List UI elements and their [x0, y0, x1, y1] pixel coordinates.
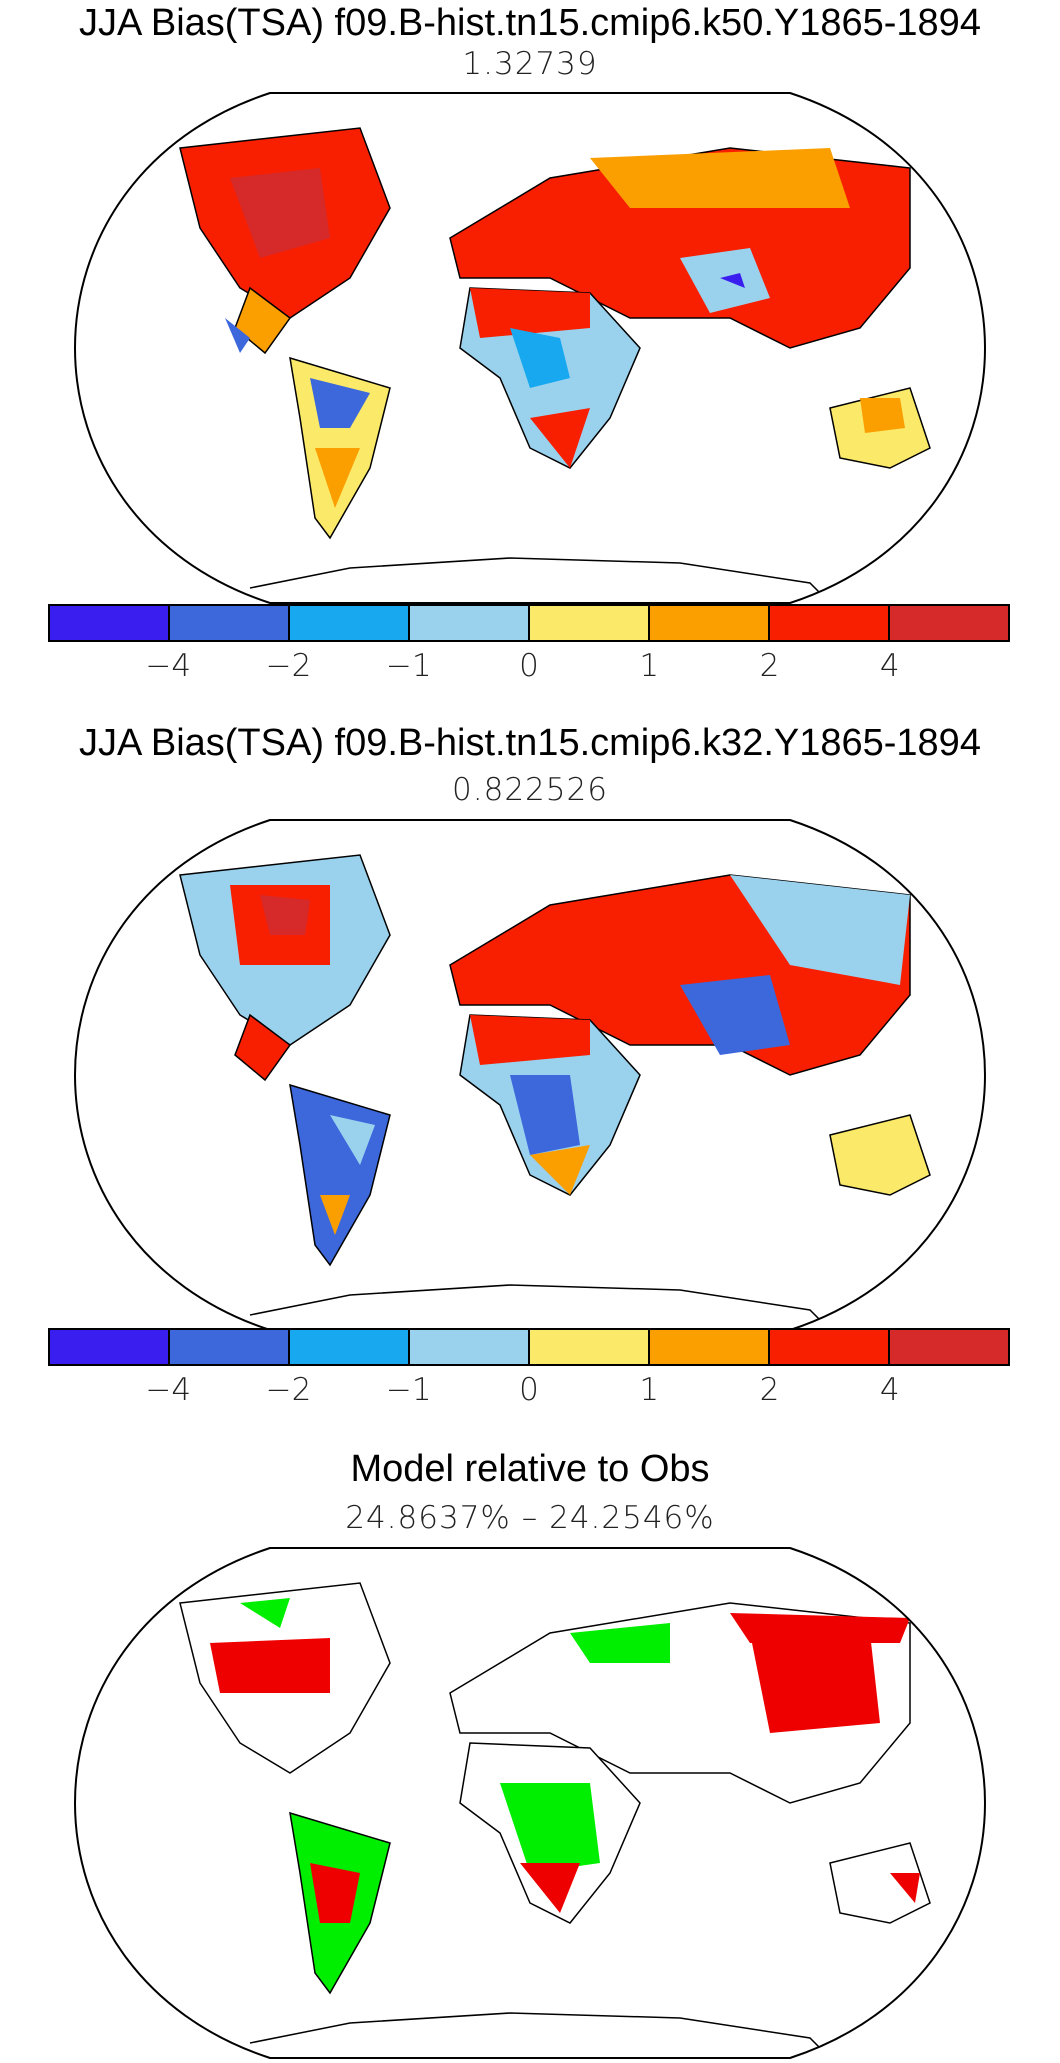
colorbar-tick: 1: [639, 1372, 660, 1408]
colorbar-tick: 0: [519, 648, 539, 684]
panel-2-global-mean: 0.822526: [452, 772, 608, 808]
colorbar-swatch: [650, 606, 770, 640]
panel-1-global-mean: 1.32739: [462, 46, 598, 82]
panel-3-percentages: 24.8637% – 24.2546%: [345, 1500, 715, 1536]
colorbar-1: [48, 604, 1010, 642]
colorbar-swatch: [770, 606, 890, 640]
colorbar-tick: 2: [759, 1372, 780, 1408]
colorbar-swatch: [50, 606, 170, 640]
colorbar-tick: −2: [265, 1372, 312, 1408]
colorbar-tick: −4: [145, 648, 192, 684]
colorbar-swatch: [530, 606, 650, 640]
colorbar-tick: −2: [265, 648, 312, 684]
relative-map: [74, 1547, 986, 2059]
colorbar-tick: −4: [145, 1372, 192, 1408]
panel-2-title: JJA Bias(TSA) f09.B-hist.tn15.cmip6.k32.…: [79, 722, 981, 764]
colorbar-tick: 1: [639, 648, 660, 684]
colorbar-tick: 4: [879, 1372, 900, 1408]
colorbar-swatch: [170, 1330, 290, 1364]
colorbar-2: [48, 1328, 1010, 1366]
colorbar-tick: 0: [519, 1372, 539, 1408]
colorbar-swatch: [890, 1330, 1008, 1364]
colorbar-2-ticks: −4 −2 −1 0 1 2 4: [48, 1372, 1010, 1412]
colorbar-tick: −1: [385, 1372, 432, 1408]
colorbar-swatch: [170, 606, 290, 640]
colorbar-1-ticks: −4 −2 −1 0 1 2 4: [48, 648, 1010, 688]
colorbar-swatch: [770, 1330, 890, 1364]
colorbar-tick: −1: [385, 648, 432, 684]
colorbar-swatch: [410, 606, 530, 640]
colorbar-tick: 2: [759, 648, 780, 684]
bias-map-k32: [74, 819, 986, 1331]
colorbar-swatch: [650, 1330, 770, 1364]
colorbar-tick: 4: [879, 648, 900, 684]
colorbar-swatch: [50, 1330, 170, 1364]
panel-3-title: Model relative to Obs: [350, 1448, 710, 1490]
bias-map-k50: [74, 92, 986, 604]
colorbar-swatch: [410, 1330, 530, 1364]
panel-1-title: JJA Bias(TSA) f09.B-hist.tn15.cmip6.k50.…: [79, 2, 981, 44]
colorbar-swatch: [530, 1330, 650, 1364]
colorbar-swatch: [290, 1330, 410, 1364]
colorbar-swatch: [290, 606, 410, 640]
colorbar-swatch: [890, 606, 1008, 640]
